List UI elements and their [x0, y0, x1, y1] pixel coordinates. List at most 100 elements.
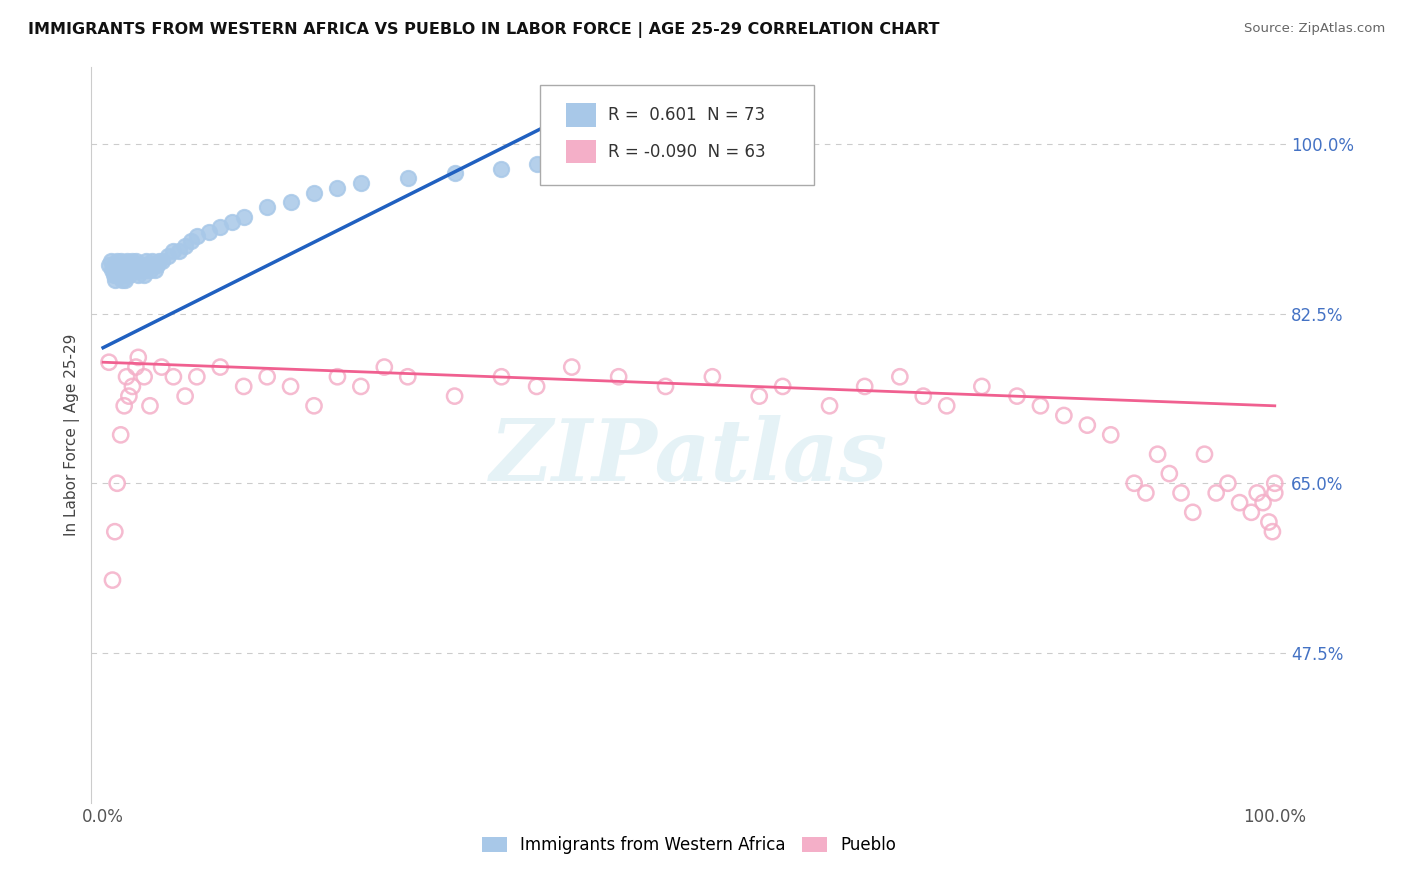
Point [115, 259, 138, 273]
Point [186, 229, 208, 244]
Point [112, 268, 135, 282]
Point [256, 200, 278, 214]
Point [121, 379, 143, 393]
Point [100, 253, 122, 268]
Point [174, 389, 197, 403]
Point [115, 369, 138, 384]
Point [1251, 495, 1274, 509]
Point [180, 234, 202, 248]
Point [1170, 486, 1192, 500]
Point [1246, 486, 1268, 500]
Text: R =  0.601  N = 73: R = 0.601 N = 73 [607, 106, 765, 124]
FancyBboxPatch shape [540, 86, 814, 185]
Point [326, 369, 349, 384]
Point [1216, 476, 1239, 491]
Point [118, 259, 141, 273]
Point [373, 360, 395, 375]
Point [110, 253, 132, 268]
Point [561, 360, 583, 375]
Point [105, 263, 127, 277]
Point [818, 399, 841, 413]
Point [853, 379, 876, 393]
Point [772, 379, 794, 393]
Point [127, 351, 149, 365]
Point [350, 379, 373, 393]
Point [127, 268, 149, 282]
Point [162, 244, 184, 258]
Point [98, 355, 120, 369]
Point [1257, 515, 1279, 529]
Point [124, 263, 146, 277]
Point [146, 259, 169, 273]
Point [491, 161, 513, 176]
Text: ZIPatlas: ZIPatlas [489, 415, 889, 499]
Point [120, 263, 142, 277]
Point [150, 253, 173, 268]
Point [209, 360, 232, 375]
Point [135, 253, 157, 268]
Point [112, 263, 135, 277]
Point [197, 225, 219, 239]
Point [1053, 409, 1076, 423]
Point [443, 389, 465, 403]
Point [491, 369, 513, 384]
Point [1194, 447, 1216, 461]
Point [561, 147, 583, 161]
Point [98, 259, 120, 273]
Point [112, 259, 135, 273]
Point [1099, 427, 1122, 442]
Point [121, 253, 143, 268]
Point [105, 253, 128, 268]
Legend: Immigrants from Western Africa, Pueblo: Immigrants from Western Africa, Pueblo [475, 830, 903, 861]
Point [654, 379, 676, 393]
Point [1261, 524, 1284, 539]
Point [396, 369, 419, 384]
Point [148, 253, 170, 268]
Point [280, 379, 302, 393]
Point [1123, 476, 1146, 491]
Point [132, 369, 156, 384]
Point [1005, 389, 1028, 403]
Point [209, 219, 232, 234]
Text: Source: ZipAtlas.com: Source: ZipAtlas.com [1244, 22, 1385, 36]
Point [101, 263, 124, 277]
Point [105, 476, 128, 491]
Point [103, 268, 125, 282]
Point [112, 399, 135, 413]
Point [134, 263, 156, 277]
Point [526, 379, 548, 393]
Point [702, 369, 724, 384]
Point [350, 176, 373, 190]
Point [889, 369, 911, 384]
Point [104, 259, 127, 273]
Point [1240, 505, 1263, 519]
Point [143, 263, 166, 277]
Point [118, 268, 141, 282]
Point [156, 249, 179, 263]
Point [114, 273, 136, 287]
Point [302, 399, 325, 413]
Point [125, 259, 148, 273]
Point [110, 268, 132, 282]
Point [256, 369, 278, 384]
Point [107, 263, 129, 277]
Point [396, 171, 419, 186]
Point [443, 166, 465, 180]
Text: R = -0.090  N = 63: R = -0.090 N = 63 [607, 143, 765, 161]
FancyBboxPatch shape [565, 140, 596, 163]
Point [111, 273, 134, 287]
Text: IMMIGRANTS FROM WESTERN AFRICA VS PUEBLO IN LABOR FORCE | AGE 25-29 CORRELATION : IMMIGRANTS FROM WESTERN AFRICA VS PUEBLO… [28, 22, 939, 38]
Point [302, 186, 325, 200]
Point [111, 259, 134, 273]
Point [110, 263, 132, 277]
Point [139, 263, 162, 277]
Point [121, 259, 143, 273]
Point [174, 239, 197, 253]
Point [150, 360, 173, 375]
Point [1264, 486, 1286, 500]
Point [748, 389, 770, 403]
Point [136, 259, 159, 273]
Point [537, 152, 560, 166]
Point [221, 215, 243, 229]
Point [1181, 505, 1204, 519]
